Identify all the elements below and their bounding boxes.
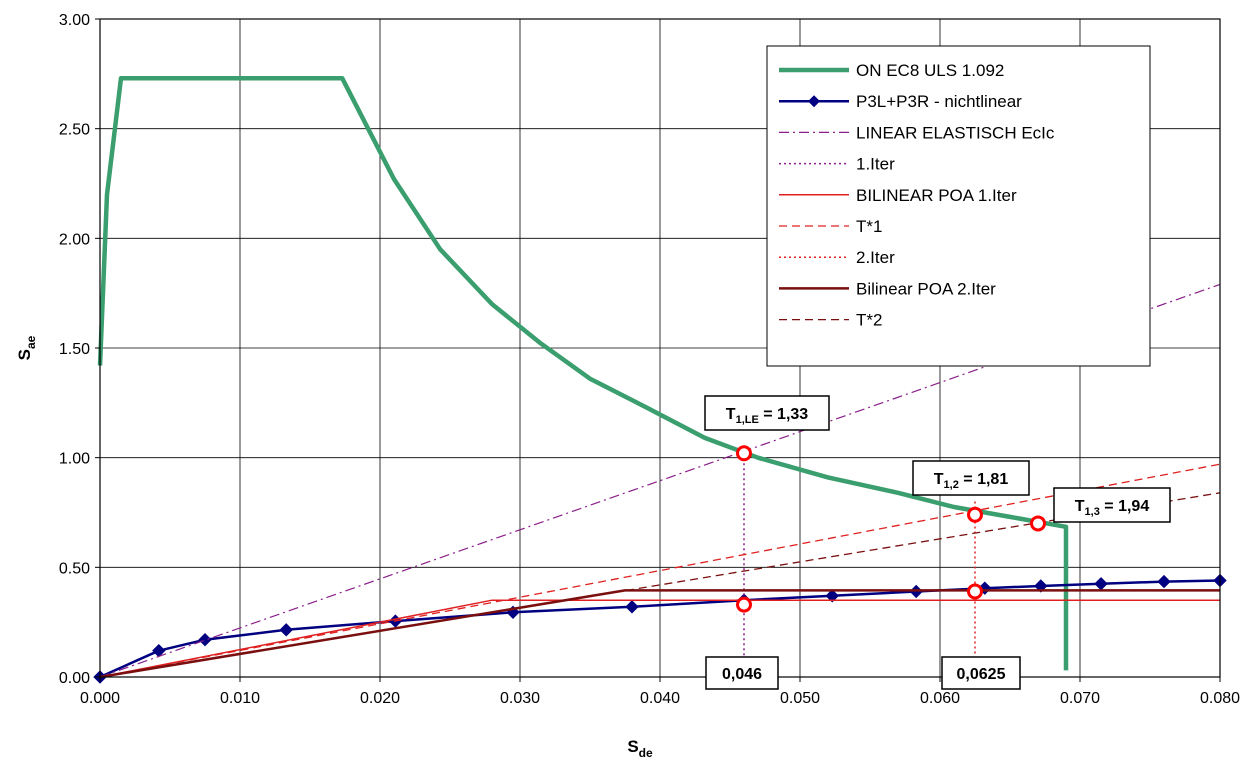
svg-text:T1,LE = 1,33: T1,LE = 1,33: [726, 406, 808, 426]
legend-label-linear-elastisch-ecic: LINEAR ELASTISCH EcIc: [856, 123, 1055, 142]
intersection-marker: [967, 506, 983, 523]
annotation-t1-3: T1,3 = 1,94: [1053, 487, 1171, 523]
y-axis-title: Sae: [15, 335, 38, 360]
x-tick-label: 0.080: [1200, 690, 1240, 707]
legend-label-t-1: T*1: [856, 217, 882, 236]
svg-text:0,046: 0,046: [722, 666, 762, 683]
x-tick-label: 0.010: [220, 690, 260, 707]
annotation-t1-2: T1,2 = 1,81: [912, 460, 1030, 496]
legend-label-bilinear-poa-2-iter: Bilinear POA 2.Iter: [856, 279, 996, 298]
annotation-sde-046: 0,046: [705, 656, 779, 690]
intersection-marker: [1030, 515, 1046, 532]
intersection-marker: [967, 583, 983, 600]
y-tick-label: 3.00: [59, 12, 90, 29]
x-tick-label: 0.040: [640, 690, 680, 707]
y-tick-label: 0.50: [59, 560, 90, 577]
x-tick-label: 0.030: [500, 690, 540, 707]
x-tick-label: 0.000: [80, 690, 120, 707]
series-line-t-1: [99, 463, 1221, 678]
data-point: [198, 633, 212, 647]
intersection-marker: [736, 445, 752, 462]
legend-marker: [808, 95, 820, 108]
data-point: [625, 600, 639, 614]
y-tick-label: 2.00: [59, 231, 90, 248]
svg-text:T1,2 = 1,81: T1,2 = 1,81: [934, 471, 1009, 491]
y-tick-label: 1.00: [59, 451, 90, 468]
annotation-t1-le: T1,LE = 1,33: [704, 395, 830, 431]
intersection-marker: [736, 596, 752, 613]
legend-label-2-iter: 2.Iter: [856, 248, 895, 267]
x-axis-title: Sde: [627, 737, 653, 760]
x-tick-label: 0.070: [1060, 690, 1100, 707]
data-point: [1157, 574, 1171, 589]
annotation-sde-0625: 0,0625: [941, 656, 1021, 690]
legend: ON EC8 ULS 1.092 P3L+P3R - nichtlinear LIN…: [766, 45, 1151, 367]
series-line-bilinear-poa-1-iter: [99, 599, 1220, 678]
legend-box: [766, 45, 1151, 367]
x-tick-label: 0.060: [920, 690, 960, 707]
legend-label-bilinear-poa-1-iter: BILINEAR POA 1.Iter: [856, 186, 1017, 205]
x-tick-label: 0.020: [360, 690, 400, 707]
svg-text:0,0625: 0,0625: [957, 666, 1006, 683]
legend-label-t-2: T*2: [856, 311, 882, 330]
legend-label-1-iter: 1.Iter: [856, 155, 895, 174]
series-line-on-ec8-uls-1-092: [97, 75, 1069, 671]
svg-text:T1,3 = 1,94: T1,3 = 1,94: [1075, 498, 1150, 518]
data-point: [1034, 579, 1048, 593]
y-tick-label: 0.00: [59, 670, 90, 687]
marker-layer: [736, 445, 1046, 613]
axis-ticks: 0.000 0.010 0.020 0.030 0.040 0.050 0.060 0.070…: [59, 12, 1240, 707]
y-tick-label: 1.50: [59, 341, 90, 358]
series-line-t-2: [99, 492, 1221, 678]
x-tick-label: 0.050: [780, 690, 820, 707]
legend-label-on-ec8-uls-1-092: ON EC8 ULS 1.092: [856, 61, 1004, 80]
y-tick-label: 2.50: [59, 122, 90, 139]
annotations: T1,LE = 1,33 T1,2 = 1,81 T1,3 = 1,94 0,0…: [704, 395, 1171, 690]
series-line-bilinear-poa-2-iter: [99, 589, 1220, 679]
data-point: [279, 623, 293, 637]
legend-label-p3l-p3r-nichtlinear: P3L+P3R - nichtlinear: [856, 92, 1022, 111]
data-point: [825, 589, 839, 603]
